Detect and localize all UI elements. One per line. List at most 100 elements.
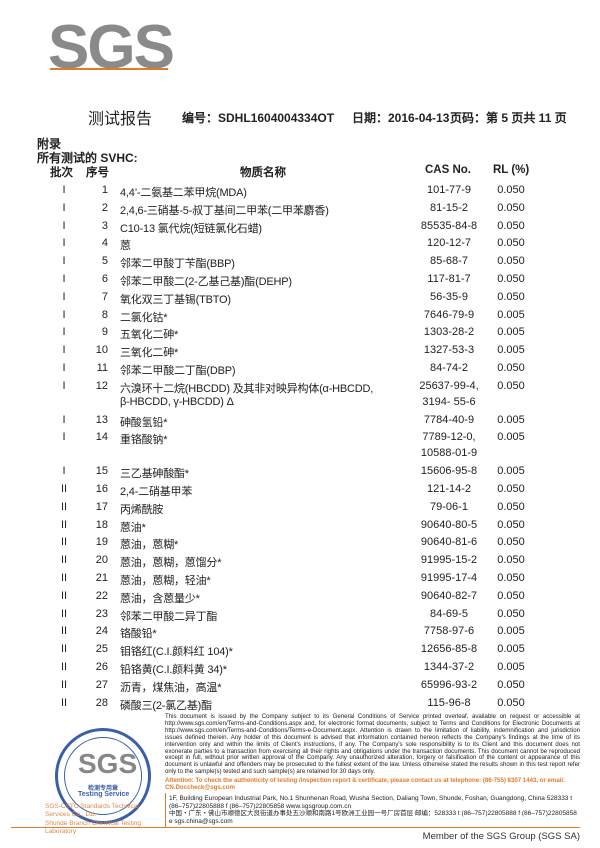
row-rl: 0.005 — [497, 625, 525, 638]
row-substance: 邻苯二甲酸二丁酯(DBP) — [120, 365, 236, 377]
row-rl: 0.050 — [497, 483, 525, 495]
row-rl: 0.005 — [497, 465, 525, 478]
row-substance: 邻苯二甲酸二异丁酯 — [120, 610, 218, 623]
row-seq: 15 — [95, 465, 108, 478]
table-row: II 24 铬酸铅* 7758-97-6 0.005 — [0, 625, 600, 641]
stamp-company: SGS-CSTC Standards Technical Services Co… — [45, 803, 139, 818]
row-rl: 0.050 — [497, 273, 525, 285]
row-seq: 3 — [101, 219, 108, 232]
table-row: II 22 蒽油，含蒽量少* 90640-82-7 0.050 — [0, 590, 600, 606]
table-header: 批次 序号 物质名称 CAS No. RL (%) — [0, 164, 600, 180]
table-row: I 7 氧化双三丁基锡(TBTO) 56-35-9 0.050 — [0, 291, 600, 307]
stamp-logo: SGS — [78, 748, 138, 779]
row-substance: 邻苯二甲酸丁苄酯(BBP) — [120, 258, 235, 271]
row-rl: 0.005 — [497, 413, 525, 426]
table-row: II 17 丙烯酰胺 79-06-1 0.050 — [0, 501, 600, 517]
row-substance: 砷酸氢铅* — [120, 416, 168, 429]
row-seq: 16 — [95, 483, 108, 495]
row-seq: 27 — [95, 678, 108, 691]
row-rl: 0.050 — [497, 678, 525, 691]
page-number: 页码：第 5 页共 11 页 — [450, 111, 567, 125]
row-cas: 7784-40-9 — [423, 413, 475, 426]
row-batch: II — [60, 625, 68, 638]
row-cas: 7758-97-6 — [423, 625, 475, 638]
row-batch: II — [60, 536, 68, 549]
row-cas: 79-06-1 — [430, 500, 468, 513]
appendix-label: 附录 — [37, 137, 62, 151]
row-rl: 0.050 — [497, 237, 525, 250]
row-seq: 28 — [95, 696, 108, 709]
row-batch: II — [60, 643, 68, 656]
row-rl: 0.050 — [497, 696, 525, 709]
row-seq: 6 — [101, 273, 108, 285]
row-substance: 沥青，煤焦油，高温* — [120, 681, 222, 694]
row-cas: 120-12-7 — [426, 237, 472, 250]
row-batch: II — [60, 607, 68, 620]
row-rl: 0.005 — [497, 344, 525, 357]
row-batch: II — [60, 589, 68, 602]
row-seq: 21 — [95, 572, 108, 584]
table-row: I 15 三乙基砷酸酯* 15606-95-8 0.005 — [0, 465, 600, 481]
row-cas: 65996-93-2 — [420, 678, 478, 691]
row-seq: 24 — [95, 625, 108, 638]
row-seq: 8 — [101, 308, 108, 321]
row-rl: 0.050 — [497, 219, 525, 232]
row-cas: 84-69-5 — [430, 607, 468, 620]
col-batch: 批次 — [50, 167, 73, 179]
row-cas: 15606-95-8 — [420, 465, 478, 478]
row-seq: 10 — [95, 344, 108, 357]
row-batch: I — [62, 362, 66, 374]
row-substance: 丙烯酰胺 — [120, 503, 164, 516]
row-seq: 7 — [101, 290, 108, 303]
row-rl: 0.050 — [497, 184, 525, 196]
footer-disclaimer: This document is issued by the Company s… — [165, 713, 580, 776]
row-rl: 0.050 — [497, 290, 525, 303]
row-seq: 13 — [95, 413, 108, 426]
row-batch: II — [60, 518, 68, 531]
address-block: 1F, Building European Industrial Park, N… — [11, 793, 580, 829]
table-row: I 4 蒽 120-12-7 0.050 — [0, 237, 600, 253]
row-seq: 18 — [95, 518, 108, 531]
table-row: II 20 蒽油，蒽糊，蒽馏分* 91995-15-2 0.050 — [0, 554, 600, 570]
row-rl: 0.050 — [497, 255, 525, 268]
row-rl: 0.005 — [497, 643, 525, 656]
row-seq: 11 — [96, 362, 108, 374]
row-cas: 85535-84-8 — [420, 219, 478, 232]
row-batch: I — [62, 465, 66, 478]
stamp-lab: Shunde Branch Chemical Testing Laborator… — [45, 820, 141, 835]
row-cas: 117-81-7 — [427, 273, 471, 285]
row-substance: 蒽油，含蒽量少* — [120, 592, 200, 605]
row-seq: 19 — [95, 536, 108, 549]
row-cas: 85-68-7 — [430, 255, 468, 268]
svhc-subtitle: 所有测试的 SVHC: — [37, 151, 138, 165]
col-seq: 序号 — [86, 167, 109, 179]
table-row: I 2 2,4,6-三硝基-5-叔丁基间二甲苯(二甲苯麝香) 81-15-2 0.050 — [0, 202, 600, 218]
row-batch: I — [62, 431, 66, 444]
row-rl: 0.005 — [497, 661, 525, 673]
testing-stamp — [55, 728, 151, 824]
row-substance: 蒽 — [120, 240, 131, 253]
row-cas: 115-96-8 — [427, 696, 471, 709]
row-cas: 84-74-2 — [430, 362, 468, 374]
row-rl: 0.050 — [497, 379, 525, 392]
row-substance: 2,4,6-三硝基-5-叔丁基间二甲苯(二甲苯麝香) — [120, 204, 329, 217]
row-substance: C10-13 氯代烷(短链氯化石蜡) — [120, 222, 262, 235]
row-substance: 重铬酸钠* — [120, 434, 168, 447]
row-batch: I — [62, 219, 66, 232]
row-cas: 7789-12-0, — [422, 431, 476, 444]
row-seq: 12 — [95, 379, 108, 392]
table-row: II 19 蒽油，蒽糊* 90640-81-6 0.050 — [0, 536, 600, 552]
row-substance: 邻苯二甲酸二(2-乙基己基)酯(DEHP) — [120, 276, 292, 288]
table-row: I 10 三氧化二砷* 1327-53-3 0.005 — [0, 344, 600, 360]
report-date: 日期：2016-04-13 — [352, 111, 450, 125]
col-name: 物质名称 — [240, 167, 286, 179]
row-cas: 3194- 55-6 — [422, 395, 476, 408]
row-substance: 铬酸铅* — [120, 628, 157, 641]
table-row: II 16 2,4-二硝基甲苯 121-14-2 0.050 — [0, 483, 600, 499]
row-cas: 1327-53-3 — [423, 344, 475, 357]
row-substance: 磷酸三(2-氯乙基)酯 — [120, 699, 212, 712]
col-rl: RL (%) — [493, 164, 530, 176]
address-en: 1F, Building European Industrial Park, N… — [169, 795, 573, 810]
table-row: I 8 二氯化钴* 7646-79-9 0.005 — [0, 309, 600, 325]
row-substance: 五氧化二砷* — [120, 329, 179, 342]
